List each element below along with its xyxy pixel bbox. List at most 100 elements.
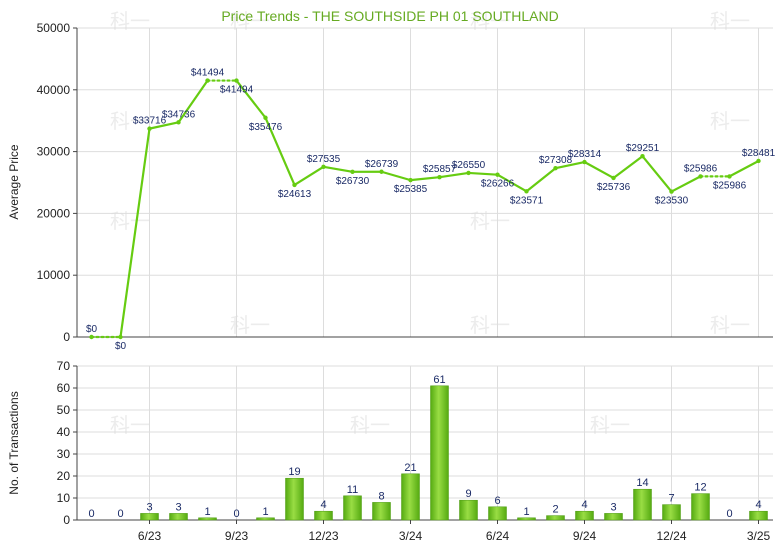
transactions-ytick-label: 10 bbox=[57, 491, 71, 505]
price-data-label: $41494 bbox=[220, 85, 254, 96]
transactions-data-label: 11 bbox=[347, 484, 358, 496]
transactions-data-label: 0 bbox=[117, 508, 123, 520]
transactions-bar bbox=[285, 477, 304, 521]
transactions-data-label: 0 bbox=[726, 508, 732, 520]
transactions-bar bbox=[691, 493, 710, 521]
transactions-bar bbox=[430, 385, 449, 521]
price-ytick-label: 50000 bbox=[37, 21, 71, 35]
price-point bbox=[176, 120, 181, 125]
watermark: 科一 bbox=[710, 109, 750, 133]
price-point bbox=[379, 169, 384, 174]
transactions-data-label: 21 bbox=[404, 462, 416, 474]
transactions-data-label: 4 bbox=[320, 499, 326, 511]
price-data-label: $0 bbox=[115, 341, 127, 352]
x-tick-label: 12/24 bbox=[656, 529, 686, 543]
transactions-data-label: 19 bbox=[288, 466, 300, 478]
price-point bbox=[292, 182, 297, 188]
price-point bbox=[495, 172, 500, 177]
transactions-data-label: 9 bbox=[465, 488, 471, 500]
transactions-bar bbox=[140, 513, 159, 521]
price-data-label: $25986 bbox=[713, 180, 747, 191]
price-point bbox=[553, 166, 558, 171]
price-series-segment bbox=[235, 79, 267, 119]
price-series-segment bbox=[612, 155, 644, 180]
x-tick-label: 6/24 bbox=[486, 529, 510, 543]
price-series-segment bbox=[380, 170, 412, 182]
price-series-segment bbox=[264, 116, 296, 186]
price-ytick-label: 0 bbox=[63, 330, 70, 344]
transactions-bar bbox=[256, 517, 275, 521]
price-point bbox=[408, 177, 413, 183]
price-ytick-label: 20000 bbox=[37, 206, 71, 220]
watermark: 科一 bbox=[350, 413, 390, 437]
transactions-bar bbox=[372, 502, 391, 521]
price-data-label: $28481 bbox=[742, 148, 776, 159]
price-point bbox=[611, 175, 616, 181]
transactions-bar bbox=[546, 515, 565, 521]
price-data-label: $28314 bbox=[568, 149, 602, 160]
price-series-segment bbox=[322, 165, 354, 173]
x-tick-label: 6/23 bbox=[138, 529, 162, 543]
price-series-segment bbox=[525, 167, 557, 193]
price-point bbox=[640, 154, 645, 159]
watermark: 科一 bbox=[110, 109, 150, 133]
price-point bbox=[466, 170, 471, 176]
price-series-segment bbox=[438, 171, 470, 179]
transactions-bar bbox=[633, 488, 652, 521]
price-data-label: $25986 bbox=[684, 163, 718, 174]
price-data-label: $24613 bbox=[278, 189, 312, 200]
price-data-label: $26739 bbox=[365, 159, 399, 170]
price-data-label: $33716 bbox=[133, 116, 167, 127]
price-point bbox=[437, 175, 442, 180]
transactions-bar bbox=[459, 499, 478, 521]
transactions-bar bbox=[488, 506, 507, 521]
transactions-data-label: 3 bbox=[146, 501, 152, 513]
transactions-ytick-label: 60 bbox=[57, 381, 71, 395]
transactions-data-label: 1 bbox=[204, 506, 210, 518]
price-data-label: $35476 bbox=[249, 122, 283, 133]
price-point bbox=[147, 126, 152, 131]
x-tick-label: 3/25 bbox=[747, 529, 771, 543]
x-tick-label: 9/23 bbox=[225, 529, 249, 543]
price-data-label: $29251 bbox=[626, 143, 660, 154]
price-point bbox=[524, 189, 529, 194]
transactions-data-label: 61 bbox=[433, 374, 445, 386]
price-point bbox=[89, 334, 94, 340]
price-point bbox=[756, 158, 761, 164]
transactions-data-label: 0 bbox=[233, 508, 239, 520]
price-data-label: $26266 bbox=[481, 179, 515, 190]
price-point bbox=[350, 169, 355, 175]
x-tick-label: 9/24 bbox=[573, 529, 597, 543]
transactions-data-label: 0 bbox=[88, 508, 94, 520]
price-point bbox=[205, 78, 210, 83]
price-ytick-label: 30000 bbox=[37, 145, 71, 159]
transactions-bar bbox=[169, 513, 188, 521]
transactions-ytick-label: 70 bbox=[57, 359, 71, 373]
chart-title: Price Trends - THE SOUTHSIDE PH 01 SOUTH… bbox=[221, 8, 558, 24]
transactions-ytick-label: 50 bbox=[57, 403, 71, 417]
x-tick-label: 3/24 bbox=[399, 529, 423, 543]
transactions-bar bbox=[343, 495, 362, 521]
watermark: 科一 bbox=[110, 9, 150, 33]
transactions-data-label: 6 bbox=[494, 495, 500, 507]
transactions-data-label: 1 bbox=[262, 506, 268, 518]
watermark: 科一 bbox=[470, 9, 510, 33]
price-series-segment bbox=[293, 165, 325, 186]
transactions-ytick-label: 20 bbox=[57, 469, 71, 483]
price-series-segment bbox=[554, 160, 586, 170]
price-axis-label: Average Price bbox=[7, 144, 21, 219]
transactions-axis-label: No. of Transactions bbox=[7, 391, 21, 494]
price-plot-area bbox=[77, 28, 773, 337]
transactions-bar bbox=[604, 513, 623, 521]
price-data-label: $34736 bbox=[162, 109, 196, 120]
transactions-ytick-label: 0 bbox=[63, 513, 70, 527]
watermark: 科一 bbox=[590, 413, 630, 437]
price-series-segment bbox=[496, 173, 528, 193]
transactions-bar bbox=[314, 510, 333, 521]
price-point bbox=[118, 334, 123, 340]
watermark: 科一 bbox=[110, 413, 150, 437]
watermark: 科一 bbox=[470, 313, 510, 337]
price-series-segment bbox=[177, 79, 209, 124]
transactions-ytick-label: 40 bbox=[57, 425, 71, 439]
